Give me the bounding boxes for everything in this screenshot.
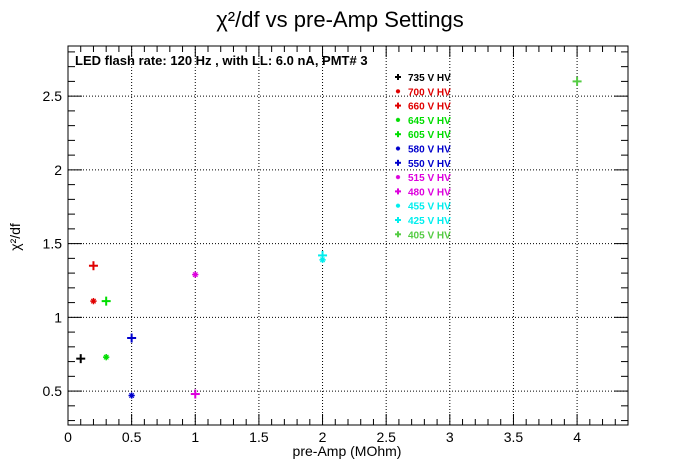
x-tick-label: 1.5: [249, 429, 269, 445]
data-point: [88, 261, 98, 271]
x-tick-label: 2.5: [376, 429, 396, 445]
x-tick-label: 0: [64, 429, 72, 445]
y-tick-label: 2: [54, 162, 62, 178]
legend-marker: [395, 175, 401, 180]
marker-stroke: [396, 175, 400, 179]
data-point: [190, 389, 200, 399]
legend-entry: 515 V HV: [395, 173, 451, 184]
legend-label: 735 V HV: [408, 73, 451, 84]
legend-label: 515 V HV: [408, 173, 451, 184]
legend-label: 660 V HV: [408, 102, 451, 113]
legend-entry: 425 V HV: [395, 216, 451, 227]
y-tick-label: 2.5: [43, 88, 63, 104]
legend-marker: [395, 146, 401, 151]
legend-marker: [395, 102, 401, 109]
legend-label: 580 V HV: [408, 145, 451, 156]
legend-marker: [395, 188, 401, 195]
y-tick-label: 1: [54, 309, 62, 325]
y-axis-label: χ²/df: [7, 223, 23, 251]
y-tick-label: 1.5: [43, 236, 63, 252]
data-points: [76, 76, 582, 399]
data-point: [101, 296, 111, 306]
x-tick-label: 4: [573, 429, 581, 445]
y-tick-label: 0.5: [43, 383, 63, 399]
legend-marker: [395, 217, 401, 223]
x-tick-label: 0.5: [122, 429, 142, 445]
legend-label: 455 V HV: [408, 202, 451, 213]
x-tick-label: 1: [191, 429, 199, 445]
marker-stroke: [103, 354, 109, 360]
legend-marker: [395, 117, 401, 122]
data-point: [127, 333, 137, 343]
data-point: [572, 76, 582, 86]
x-tick-label: 2: [319, 429, 327, 445]
grid: [67, 46, 628, 425]
marker-stroke: [192, 271, 198, 278]
x-tick-label: 3.5: [504, 429, 524, 445]
legend-entry: 660 V HV: [395, 102, 451, 113]
x-tick-labels: 0 0.5 1 1.5 2 2.5 3 3.5 4: [64, 429, 581, 445]
legend-marker: [395, 203, 401, 208]
legend-entry: 735 V HV: [395, 73, 451, 84]
marker-stroke: [396, 89, 400, 94]
marker-stroke: [129, 392, 135, 399]
legend-label: 645 V HV: [408, 116, 451, 127]
legend-marker: [395, 131, 401, 138]
legend-entry: 580 V HV: [395, 145, 451, 156]
marker-stroke: [90, 298, 97, 304]
legend-entry: 455 V HV: [395, 202, 451, 213]
x-axis-label: pre-Amp (MOhm): [293, 443, 402, 459]
data-point: [103, 354, 110, 361]
legend-entry: 480 V HV: [395, 187, 451, 198]
axis-ticks: [67, 46, 628, 425]
legend-marker: [395, 159, 401, 166]
legend-label: 550 V HV: [408, 159, 451, 170]
legend-entry: 550 V HV: [395, 159, 451, 170]
legend-entry: 645 V HV: [395, 116, 451, 127]
y-tick-labels: 0.5 1 1.5 2 2.5: [43, 88, 63, 399]
marker-stroke: [396, 118, 400, 122]
legend-marker: [395, 89, 401, 94]
legend: 735 V HV 700 V HV 660 V HV 645 V HV 605 V HV…: [395, 73, 451, 241]
legend-marker: [395, 231, 401, 238]
chart-title: χ²/df vs pre-Amp Settings: [216, 7, 464, 32]
legend-label: 425 V HV: [408, 216, 451, 227]
x-tick-label: 3: [446, 429, 454, 445]
data-point: [192, 271, 199, 278]
legend-label: 480 V HV: [408, 187, 451, 198]
data-point: [318, 250, 328, 260]
plot-frame: [67, 45, 629, 426]
legend-entry: 605 V HV: [395, 130, 451, 141]
legend-entry: 405 V HV: [395, 230, 451, 241]
marker-stroke: [396, 146, 400, 151]
legend-marker: [395, 74, 401, 80]
legend-entry: 700 V HV: [395, 87, 451, 98]
legend-label: 405 V HV: [408, 230, 451, 241]
data-point: [90, 297, 97, 305]
legend-label: 700 V HV: [408, 87, 451, 98]
data-point: [128, 392, 135, 399]
chart-annotation: LED flash rate: 120 Hz , with LL: 6.0 nA…: [75, 53, 368, 68]
marker-stroke: [396, 203, 400, 208]
legend-label: 605 V HV: [408, 130, 451, 141]
data-point: [76, 354, 86, 364]
